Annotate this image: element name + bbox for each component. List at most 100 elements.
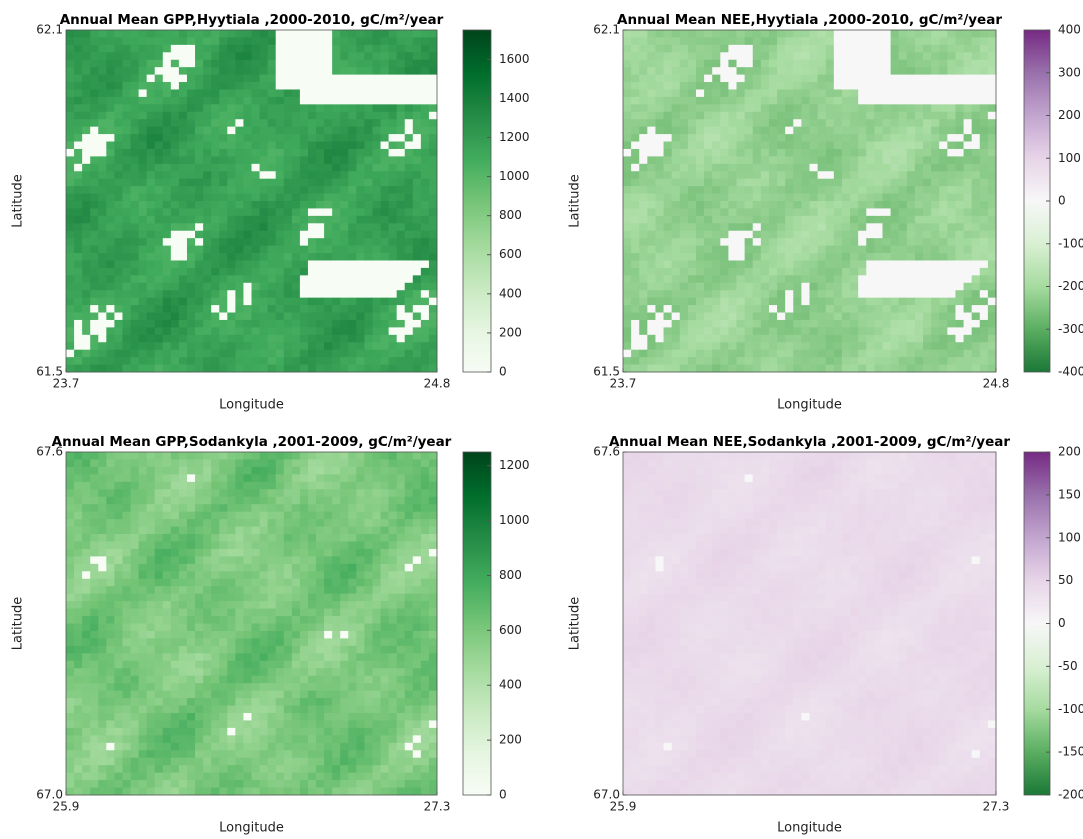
map-cell [364, 142, 372, 150]
map-cell [866, 342, 875, 350]
map-cell [745, 216, 754, 224]
map-cell [785, 112, 794, 120]
map-cell [801, 119, 810, 127]
map-cell [874, 89, 883, 97]
map-cell [381, 504, 389, 512]
map-cell [139, 112, 147, 120]
map-cell [850, 60, 859, 68]
map-cell [203, 519, 211, 527]
map-cell [874, 104, 883, 112]
colorbar-tick-label: -300 [1058, 322, 1083, 336]
map-cell [332, 223, 340, 231]
map-cell [74, 127, 82, 135]
map-cell [155, 512, 163, 520]
map-cell [655, 350, 664, 358]
map-cell [988, 194, 997, 202]
map-cell [332, 283, 340, 291]
map-cell [405, 223, 413, 231]
map-cell [753, 327, 762, 335]
map-cell [82, 365, 90, 373]
map-cell [155, 467, 163, 475]
map-cell [74, 298, 82, 306]
map-cell [882, 75, 891, 83]
map-cell [155, 459, 163, 467]
map-cell [753, 342, 762, 350]
map-cell [389, 327, 397, 335]
map-cell [988, 201, 997, 209]
map-cell [372, 549, 380, 557]
map-cell [171, 67, 179, 75]
map-cell [203, 335, 211, 343]
map-cell [219, 489, 227, 497]
map-cell [834, 313, 843, 321]
map-cell [834, 45, 843, 53]
map-cell [720, 52, 729, 60]
map-cell [397, 549, 405, 557]
map-cell [810, 134, 819, 142]
map-cell [939, 45, 948, 53]
map-cell [324, 482, 332, 490]
map-cell [655, 283, 664, 291]
map-cell [163, 305, 171, 313]
map-cell [753, 283, 762, 291]
map-cell [268, 52, 276, 60]
map-cell [413, 37, 421, 45]
map-cell [122, 164, 130, 172]
map-cell [680, 313, 689, 321]
map-cell [785, 104, 794, 112]
map-cell [712, 97, 721, 105]
map-cell [413, 208, 421, 216]
map-cell [211, 313, 219, 321]
map-cell [429, 467, 437, 475]
map-cell [235, 512, 243, 520]
map-cell [276, 89, 284, 97]
map-cell [413, 223, 421, 231]
map-cell [340, 45, 348, 53]
map-cell [737, 223, 746, 231]
map-cell [364, 231, 372, 239]
map-cell [655, 156, 664, 164]
map-cell [90, 156, 98, 164]
map-cell [623, 208, 632, 216]
map-cell [171, 305, 179, 313]
map-cell [219, 534, 227, 542]
map-cell [348, 75, 356, 83]
map-cell [260, 246, 268, 254]
map-cell [834, 223, 843, 231]
map-cell [308, 452, 316, 460]
map-cell [114, 194, 122, 202]
map-cell [631, 342, 640, 350]
map-cell [74, 112, 82, 120]
map-cell [268, 452, 276, 460]
map-cell [397, 142, 405, 150]
map-cell [356, 335, 364, 343]
map-cell [712, 127, 721, 135]
map-cell [227, 327, 235, 335]
map-cell [114, 452, 122, 460]
map-cell [90, 119, 98, 127]
map-cell [955, 194, 964, 202]
map-cell [397, 67, 405, 75]
map-cell [235, 275, 243, 283]
map-cell [372, 231, 380, 239]
map-cell [227, 89, 235, 97]
map-cell [356, 30, 364, 38]
map-cell [655, 119, 664, 127]
map-cell [405, 298, 413, 306]
map-cell [931, 357, 940, 365]
map-cell [672, 290, 681, 298]
map-cell [397, 268, 405, 276]
map-cell [964, 186, 973, 194]
map-cell [972, 82, 981, 90]
map-cell [728, 60, 737, 68]
map-cell [227, 482, 235, 490]
map-cell [66, 275, 74, 283]
map-cell [316, 75, 324, 83]
map-cell [826, 82, 835, 90]
map-cell [680, 305, 689, 313]
map-cell [74, 104, 82, 112]
map-cell [66, 290, 74, 298]
map-cell [834, 290, 843, 298]
map-cell [728, 275, 737, 283]
map-cell [623, 275, 632, 283]
